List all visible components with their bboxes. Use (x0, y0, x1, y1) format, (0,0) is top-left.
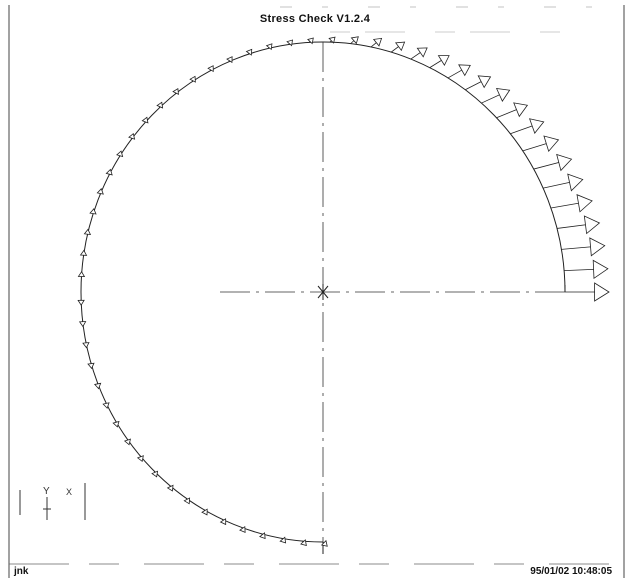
coordinate-triad: Y X (19, 483, 86, 520)
load-arrow (447, 64, 471, 79)
triad-x-label: X (66, 487, 72, 497)
load-arrow (481, 88, 511, 104)
load-arrow (239, 525, 246, 533)
load-arrow (543, 173, 584, 192)
load-arrow (564, 259, 609, 280)
load-arrow (189, 75, 196, 83)
load-arrow (156, 101, 164, 109)
load-arrow (556, 215, 601, 235)
load-arrow (350, 36, 359, 45)
timestamp: 95/01/02 10:48:05 (530, 566, 612, 577)
load-arrows (77, 36, 610, 547)
load-arrow (245, 48, 253, 56)
load-arrow (259, 532, 266, 540)
load-arrow (112, 420, 120, 428)
load-arrow (522, 135, 560, 153)
load-arrow (77, 270, 86, 278)
user-name: jnk (14, 566, 29, 577)
load-arrow (561, 237, 606, 257)
load-arrow (226, 56, 233, 64)
load-arrow (510, 118, 545, 135)
load-arrow (123, 438, 132, 446)
origin-marker-icon (317, 284, 329, 300)
load-arrow (77, 299, 85, 306)
load-arrow (78, 320, 87, 328)
load-arrow (496, 102, 529, 119)
load-arrow (96, 188, 104, 195)
load-arrow (93, 382, 102, 390)
load-arrow (390, 41, 406, 53)
load-arrow (328, 36, 336, 44)
load-arrow (300, 539, 307, 547)
window-title: Stress Check V1.2.4 (259, 13, 371, 25)
load-arrow (82, 341, 90, 349)
load-arrow (565, 282, 610, 302)
load-arrow (151, 470, 159, 478)
load-arrow (429, 55, 450, 68)
load-arrow (183, 497, 191, 505)
load-arrow (307, 37, 314, 45)
load-arrow (166, 484, 174, 492)
load-arrow (286, 39, 293, 47)
load-arrow (141, 116, 149, 124)
load-arrow (79, 249, 88, 257)
load-arrow (265, 43, 273, 51)
load-arrow (207, 65, 214, 73)
load-arrow (201, 508, 208, 516)
load-arrow (87, 362, 95, 370)
load-arrow (83, 228, 92, 236)
load-arrow (279, 536, 287, 544)
load-arrow (465, 75, 492, 91)
load-arrow (128, 132, 136, 140)
load-arrow (102, 402, 110, 409)
triad-y-label: Y (43, 486, 50, 497)
load-arrow (550, 194, 593, 213)
load-arrow (136, 455, 144, 463)
load-arrow (533, 153, 573, 172)
load-arrow (370, 37, 383, 48)
load-arrow (172, 87, 179, 95)
load-arrow (219, 518, 227, 526)
load-arrow (105, 168, 113, 176)
load-arrow (320, 539, 328, 547)
load-arrow (410, 47, 428, 60)
body-outline-arc (80, 41, 566, 543)
load-arrow (89, 208, 97, 215)
load-arrow (116, 150, 124, 158)
